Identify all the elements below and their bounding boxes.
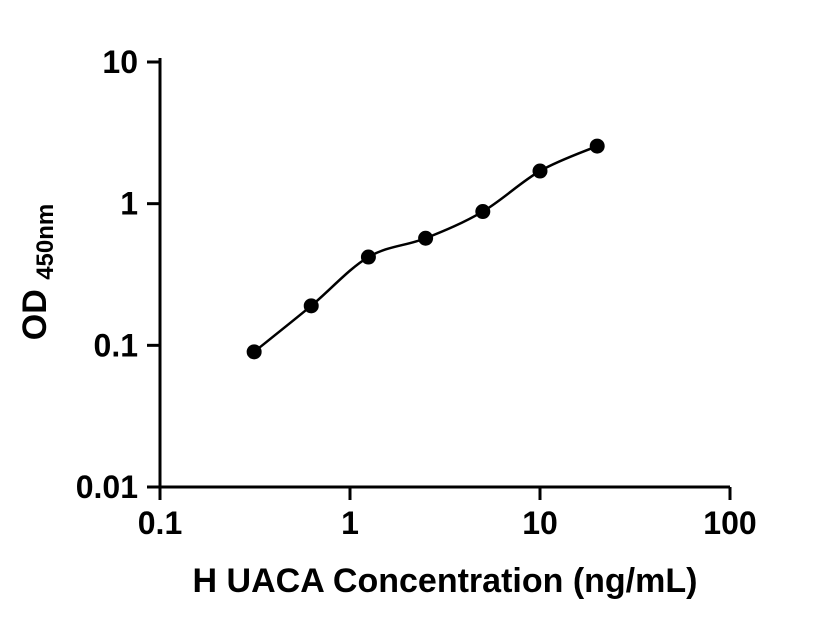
fit-curve xyxy=(253,144,598,353)
y-tick-label: 1 xyxy=(120,186,138,222)
x-axis-title: H UACA Concentration (ng/mL) xyxy=(193,562,698,600)
data-point xyxy=(589,138,605,154)
data-point xyxy=(246,344,262,360)
x-tick-label: 100 xyxy=(703,505,756,541)
y-axis-title-main: OD xyxy=(16,289,54,340)
y-axis-title: OD 450nm xyxy=(16,204,59,341)
data-point xyxy=(360,249,376,265)
x-tick-label: 0.1 xyxy=(138,505,182,541)
y-tick-label: 0.1 xyxy=(94,327,138,363)
y-tick-label: 10 xyxy=(102,44,138,80)
data-point xyxy=(418,230,434,246)
x-tick-label: 1 xyxy=(341,505,359,541)
data-point xyxy=(303,298,319,314)
y-tick-label: 0.01 xyxy=(76,469,138,505)
data-point xyxy=(475,204,491,220)
x-tick-label: 10 xyxy=(522,505,558,541)
data-point xyxy=(532,163,548,179)
y-axis-title-sub: 450nm xyxy=(32,204,59,280)
